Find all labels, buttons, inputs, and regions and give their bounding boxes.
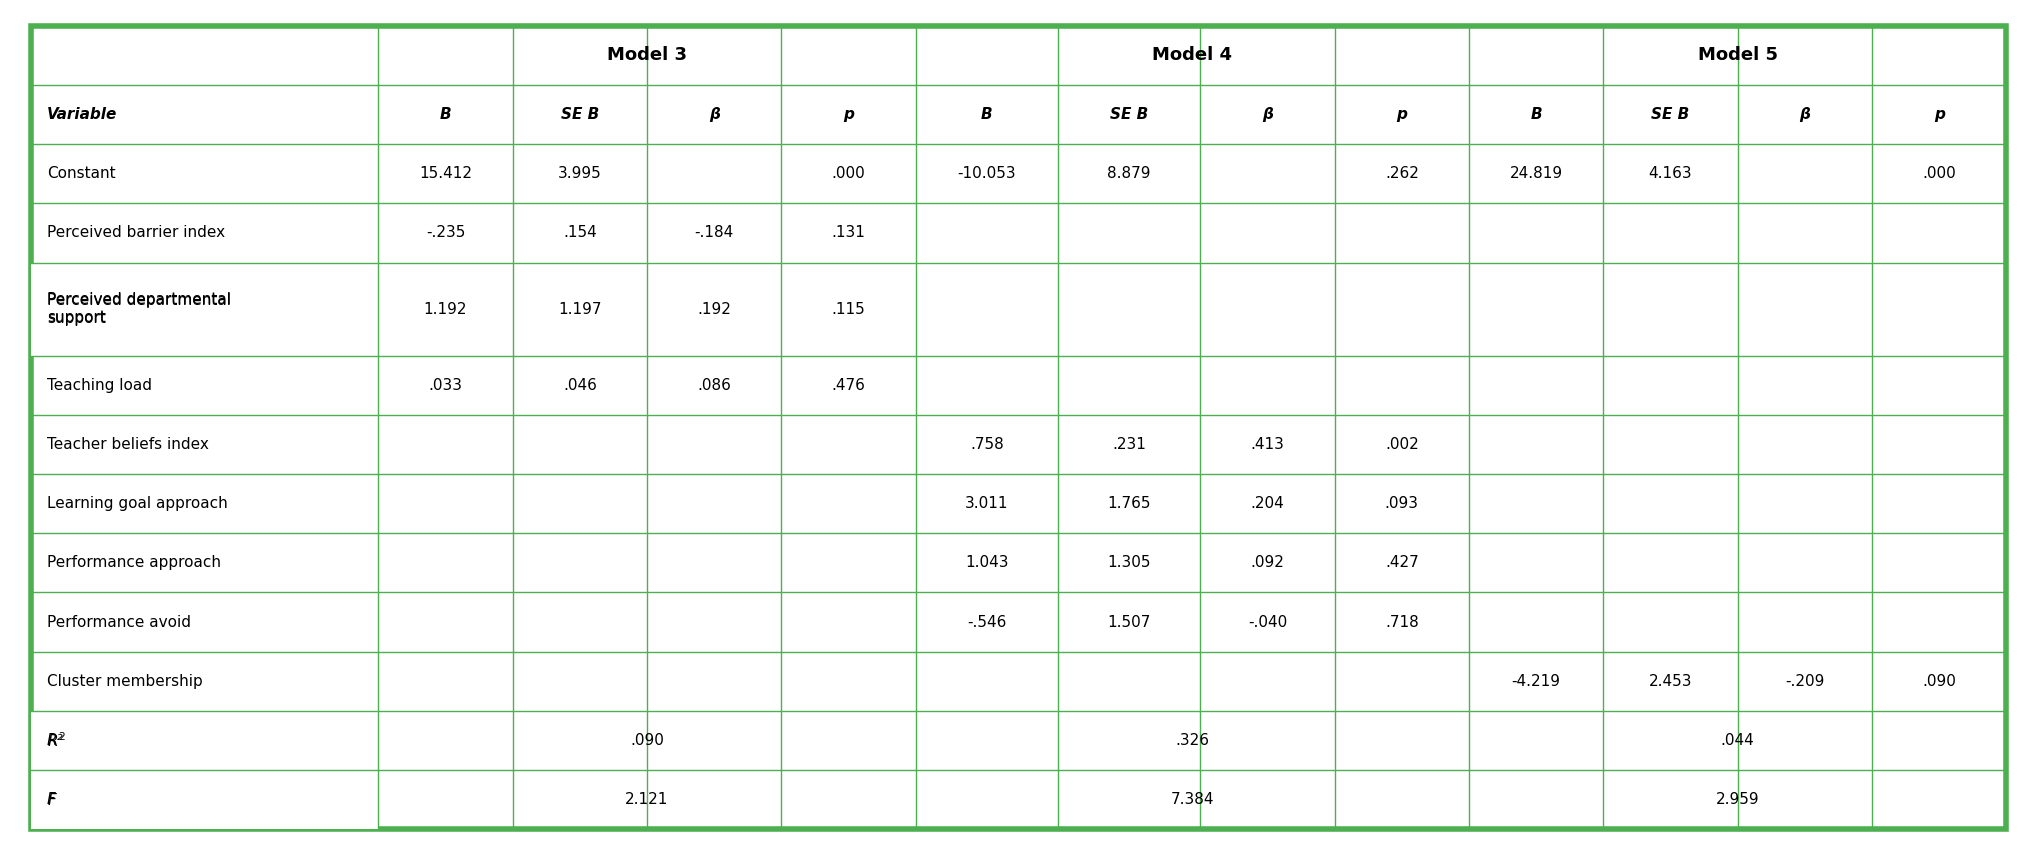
Text: 2.121: 2.121 — [625, 793, 668, 807]
Text: .476: .476 — [831, 378, 866, 392]
Text: B: B — [440, 107, 452, 122]
Text: β: β — [1263, 107, 1273, 122]
Text: .000: .000 — [1923, 166, 1956, 181]
Text: β: β — [709, 107, 719, 122]
Text: .413: .413 — [1251, 437, 1285, 452]
Text: $R^2$: $R^2$ — [47, 731, 67, 750]
Text: Learning goal approach: Learning goal approach — [47, 496, 228, 511]
Text: -.209: -.209 — [1784, 674, 1825, 689]
Text: Teacher beliefs index: Teacher beliefs index — [47, 437, 208, 452]
Text: -.546: -.546 — [968, 615, 1006, 629]
Text: SE B: SE B — [1110, 107, 1149, 122]
Text: 1.507: 1.507 — [1108, 615, 1151, 629]
Text: -10.053: -10.053 — [957, 166, 1016, 181]
Text: 1.192: 1.192 — [424, 302, 466, 316]
Text: Constant: Constant — [47, 166, 116, 181]
Text: 1.765: 1.765 — [1108, 496, 1151, 511]
Text: Teaching load: Teaching load — [47, 378, 153, 392]
Text: 2.959: 2.959 — [1715, 793, 1760, 807]
Text: 1.043: 1.043 — [966, 556, 1008, 570]
Text: .044: .044 — [1721, 733, 1754, 748]
Text: .192: .192 — [697, 302, 731, 316]
Text: .090: .090 — [629, 733, 664, 748]
Text: 1.197: 1.197 — [558, 302, 601, 316]
Text: .000: .000 — [831, 166, 866, 181]
Text: Cluster membership: Cluster membership — [47, 674, 202, 689]
Text: F: F — [47, 793, 55, 807]
Text: p: p — [1933, 107, 1945, 122]
Text: 2.453: 2.453 — [1648, 674, 1693, 689]
Text: SE B: SE B — [560, 107, 599, 122]
Text: Performance approach: Performance approach — [47, 556, 220, 570]
Text: -.184: -.184 — [695, 226, 733, 240]
Text: -.040: -.040 — [1249, 615, 1287, 629]
Text: 15.412: 15.412 — [420, 166, 473, 181]
Text: .326: .326 — [1175, 733, 1210, 748]
Bar — [31, 262, 379, 356]
Text: 4.163: 4.163 — [1648, 166, 1693, 181]
Text: .427: .427 — [1385, 556, 1418, 570]
Text: 1.305: 1.305 — [1108, 556, 1151, 570]
Text: .086: .086 — [697, 378, 731, 392]
Text: 7.384: 7.384 — [1171, 793, 1214, 807]
Text: p: p — [1397, 107, 1408, 122]
Text: .131: .131 — [831, 226, 866, 240]
Text: .154: .154 — [562, 226, 597, 240]
Text: Perceived barrier index: Perceived barrier index — [47, 226, 224, 240]
Text: .090: .090 — [1923, 674, 1956, 689]
Text: 24.819: 24.819 — [1509, 166, 1562, 181]
Text: B: B — [1530, 107, 1542, 122]
Text: 8.879: 8.879 — [1108, 166, 1151, 181]
Text: -4.219: -4.219 — [1511, 674, 1560, 689]
Text: .115: .115 — [831, 302, 866, 316]
Text: Model 5: Model 5 — [1697, 46, 1778, 64]
Text: .758: .758 — [970, 437, 1004, 452]
Text: B: B — [982, 107, 992, 122]
Text: $F$: $F$ — [47, 792, 57, 808]
Text: Model 3: Model 3 — [607, 46, 686, 64]
Text: .092: .092 — [1251, 556, 1285, 570]
Text: β: β — [1799, 107, 1811, 122]
Text: 3.011: 3.011 — [966, 496, 1008, 511]
Text: Performance avoid: Performance avoid — [47, 615, 191, 629]
Text: Variable: Variable — [47, 107, 118, 122]
Text: .231: .231 — [1112, 437, 1147, 452]
Text: .046: .046 — [562, 378, 597, 392]
Text: Model 4: Model 4 — [1153, 46, 1232, 64]
Text: .002: .002 — [1385, 437, 1418, 452]
Text: .033: .033 — [428, 378, 462, 392]
Text: .204: .204 — [1251, 496, 1285, 511]
Text: p: p — [843, 107, 854, 122]
Text: SE B: SE B — [1652, 107, 1689, 122]
Text: Perceived departmental
support: Perceived departmental support — [47, 293, 230, 325]
Text: .093: .093 — [1385, 496, 1420, 511]
Text: .262: .262 — [1385, 166, 1418, 181]
Text: -.235: -.235 — [426, 226, 464, 240]
Text: 3.995: 3.995 — [558, 166, 601, 181]
Bar — [31, 770, 379, 829]
Text: Perceived departmental
support: Perceived departmental support — [47, 292, 230, 327]
Bar — [31, 711, 379, 770]
Text: .718: .718 — [1385, 615, 1418, 629]
Text: R²: R² — [47, 733, 63, 748]
